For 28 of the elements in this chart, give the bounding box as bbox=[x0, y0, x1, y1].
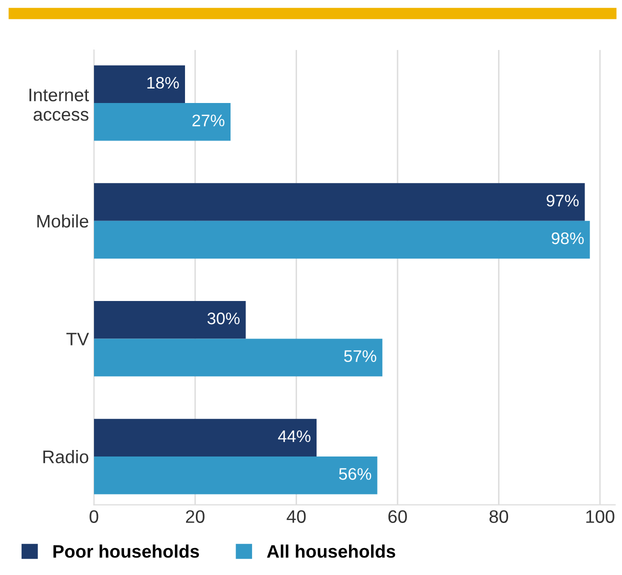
data-label: 44% bbox=[278, 430, 310, 442]
x-tick-label: 80 bbox=[490, 510, 508, 523]
legend-label: Poor households bbox=[53, 544, 199, 558]
bar bbox=[94, 183, 585, 221]
x-tick-label: 60 bbox=[388, 510, 407, 523]
bar bbox=[94, 103, 231, 141]
y-tick-label: Internet access bbox=[30, 88, 89, 121]
y-tick-label: TV bbox=[66, 332, 89, 346]
y-tick-label: Radio bbox=[43, 450, 88, 464]
data-label: 18% bbox=[147, 76, 179, 89]
data-label: 27% bbox=[192, 114, 224, 126]
x-tick-label: 0 bbox=[90, 510, 98, 523]
bar bbox=[94, 418, 317, 457]
data-label: 98% bbox=[552, 232, 584, 244]
data-label: 57% bbox=[344, 350, 376, 362]
bar bbox=[94, 338, 382, 376]
bar bbox=[94, 220, 590, 259]
bar bbox=[94, 301, 246, 339]
x-tick-label: 20 bbox=[186, 510, 204, 523]
data-label: 56% bbox=[339, 468, 372, 480]
data-label: 30% bbox=[207, 312, 240, 324]
data-label: 97% bbox=[546, 194, 579, 206]
x-tick-label: 40 bbox=[286, 510, 306, 523]
x-tick-label: 100 bbox=[586, 510, 614, 523]
bar bbox=[94, 456, 378, 494]
bar bbox=[94, 65, 186, 104]
legend-label: All households bbox=[266, 544, 396, 558]
y-tick-label: Mobile bbox=[37, 214, 88, 228]
